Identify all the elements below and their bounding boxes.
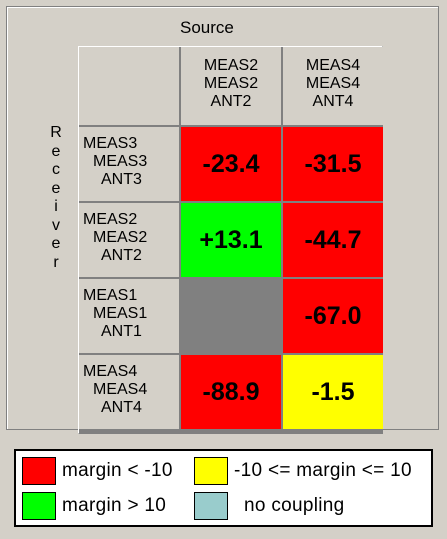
column-header-line: MEAS4: [305, 57, 361, 74]
receiver-label-letter: e: [51, 142, 61, 160]
row-header-line: MEAS1: [83, 287, 138, 304]
coupling-cell[interactable]: -1.5: [283, 355, 383, 429]
receiver-label-letter: r: [53, 253, 59, 271]
legend: margin < -10 -10 <= margin <= 10 margin > …: [14, 449, 433, 527]
legend-item: no coupling: [194, 492, 345, 520]
receiver-label-letter: v: [52, 216, 60, 234]
legend-item: margin < -10: [22, 457, 173, 485]
receiver-label-letter: e: [51, 179, 61, 197]
column-header-line: MEAS4: [305, 75, 361, 92]
row-header: MEAS4 MEAS4 ANT4: [79, 355, 179, 429]
column-header-line: MEAS2: [203, 75, 259, 92]
row-header-line: MEAS4: [93, 381, 148, 398]
row-header-line: MEAS3: [93, 153, 148, 170]
row-header-line: MEAS2: [93, 229, 148, 246]
source-axis-label: Source: [180, 18, 234, 37]
coupling-matrix-grid: MEAS2 MEAS2 ANT2 MEAS4 MEAS4 ANT4 MEAS3 MEAS3 AN…: [78, 46, 383, 434]
coupling-cell[interactable]: -88.9: [181, 355, 281, 429]
matrix-corner: [79, 47, 179, 125]
row-header: MEAS3 MEAS3 ANT3: [79, 127, 179, 201]
coupling-cell[interactable]: +13.1: [181, 203, 281, 277]
coupling-cell[interactable]: -44.7: [283, 203, 383, 277]
row-header-line: ANT4: [101, 399, 142, 416]
receiver-label-letter: R: [50, 124, 62, 141]
legend-swatch: [194, 457, 228, 485]
column-header: MEAS2 MEAS2 ANT2: [181, 47, 281, 125]
row-header-line: MEAS3: [83, 135, 138, 152]
column-header-line: MEAS2: [203, 57, 259, 74]
legend-item: margin > 10: [22, 492, 166, 520]
column-header-line: ANT4: [312, 93, 354, 110]
row-header-line: ANT2: [101, 247, 142, 264]
legend-label: no coupling: [244, 495, 345, 516]
legend-label: -10 <= margin <= 10: [234, 460, 412, 481]
row-header-line: MEAS4: [83, 363, 138, 380]
receiver-label-letter: e: [51, 235, 61, 252]
row-header-line: MEAS1: [93, 305, 148, 322]
coupling-cell[interactable]: -23.4: [181, 127, 281, 201]
row-header-line: ANT1: [101, 323, 142, 340]
legend-label: margin < -10: [62, 460, 173, 481]
legend-label: margin > 10: [62, 495, 167, 516]
legend-swatch: [22, 492, 56, 520]
receiver-label-letter: c: [52, 161, 60, 178]
coupling-cell[interactable]: [181, 279, 281, 353]
legend-item: -10 <= margin <= 10: [194, 457, 412, 485]
row-header: MEAS1 MEAS1 ANT1: [79, 279, 179, 353]
row-header: MEAS2 MEAS2 ANT2: [79, 203, 179, 277]
receiver-label-letter: i: [54, 198, 58, 215]
coupling-cell[interactable]: -31.5: [283, 127, 383, 201]
coupling-cell[interactable]: -67.0: [283, 279, 383, 353]
column-header-line: ANT2: [210, 93, 252, 110]
legend-swatch: [194, 492, 228, 520]
row-header-line: MEAS2: [83, 211, 138, 228]
legend-swatch: [22, 457, 56, 485]
column-header: MEAS4 MEAS4 ANT4: [283, 47, 383, 125]
row-header-line: ANT3: [101, 171, 142, 188]
